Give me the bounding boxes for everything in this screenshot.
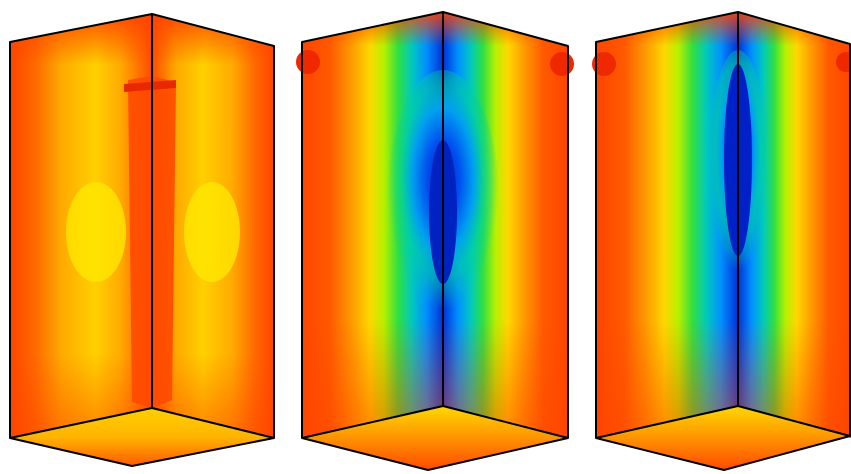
panel-3-corner-spot-right: [836, 52, 851, 72]
panel-2-corner-spot-right: [550, 52, 574, 76]
panel-1-hot-spot-right: [184, 182, 240, 282]
panel-3: [592, 11, 851, 471]
panel-3-edges: [595, 11, 851, 471]
panel-1-hot-spot-left: [66, 182, 126, 282]
panel-3-right-face-shade: [738, 12, 851, 438]
panel-3-corner-spot-left: [592, 52, 616, 76]
panel-2-right-face-shade: [443, 12, 568, 438]
panel-3-left-face-shade: [596, 12, 738, 438]
panel-1: [9, 13, 275, 467]
panel-2-corner-spot-left: [296, 50, 320, 74]
panel-3-floor: [596, 406, 851, 470]
panel-2: [296, 11, 574, 471]
panel-2-edges: [301, 11, 569, 471]
panel-1-top-mark: [124, 80, 176, 92]
panel-1-edges: [9, 13, 275, 467]
panel-2-left-face-shade: [302, 12, 443, 438]
